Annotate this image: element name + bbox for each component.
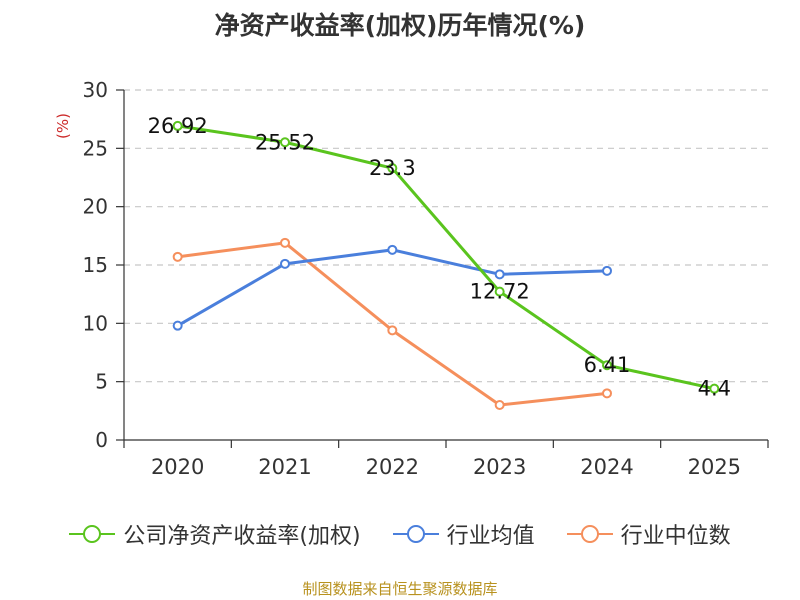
data-point: [280, 137, 290, 148]
y-tick-label: 30: [83, 78, 108, 102]
data-label: 23.3: [369, 156, 416, 180]
legend-item-industry-mean[interactable]: 行业均值: [392, 518, 535, 550]
data-label: 12.72: [470, 280, 530, 304]
legend-label: 公司净资产收益率(加权): [123, 524, 361, 549]
y-tick-label: 0: [95, 428, 108, 452]
data-point: [387, 163, 398, 174]
data-label: 25.52: [255, 130, 315, 154]
data-point: [494, 286, 505, 297]
data-point: [602, 265, 612, 276]
x-tick-label: 2022: [366, 455, 419, 479]
y-tick-label: 10: [83, 311, 108, 335]
data-point: [387, 244, 398, 255]
series-line: [177, 124, 715, 391]
data-point: [494, 269, 505, 280]
legend: 公司净资产收益率(加权) 行业均值 行业中位数: [0, 518, 800, 550]
x-tick-label: 2024: [580, 455, 633, 479]
data-point: [602, 388, 612, 399]
y-tick-label: 20: [83, 195, 108, 219]
y-tick-label: 15: [83, 253, 108, 277]
legend-line-marker-icon: [69, 525, 116, 543]
data-point: [172, 120, 183, 131]
legend-label: 行业均值: [446, 524, 535, 549]
x-tick-label: 2023: [473, 455, 526, 479]
y-axis-label: (%): [54, 113, 72, 139]
x-tick-label: 2020: [151, 455, 204, 479]
series-line: [176, 248, 608, 327]
x-tick-label: 2025: [688, 455, 741, 479]
legend-item-company-roe[interactable]: 公司净资产收益率(加权): [69, 518, 361, 550]
data-label: 26.92: [148, 114, 208, 138]
data-point: [387, 325, 398, 336]
data-label: 6.41: [584, 353, 631, 377]
data-point: [172, 251, 183, 262]
data-point: [602, 360, 612, 371]
legend-line-marker-icon: [566, 525, 613, 543]
x-tick-label: 2021: [258, 455, 311, 479]
y-tick-label: 5: [95, 370, 108, 394]
data-source-note: 制图数据来自恒生聚源数据库: [302, 580, 498, 598]
data-point: [172, 320, 183, 331]
legend-item-industry-median[interactable]: 行业中位数: [566, 518, 731, 550]
data-label: 4.4: [698, 377, 731, 401]
y-tick-label: 25: [83, 136, 108, 160]
data-point: [280, 258, 290, 269]
legend-line-marker-icon: [392, 525, 439, 543]
legend-label: 行业中位数: [620, 524, 731, 549]
data-point: [494, 400, 505, 410]
chart-title: 净资产收益率(加权)历年情况(%): [214, 11, 586, 40]
data-point: [280, 237, 290, 248]
data-point: [709, 383, 720, 394]
